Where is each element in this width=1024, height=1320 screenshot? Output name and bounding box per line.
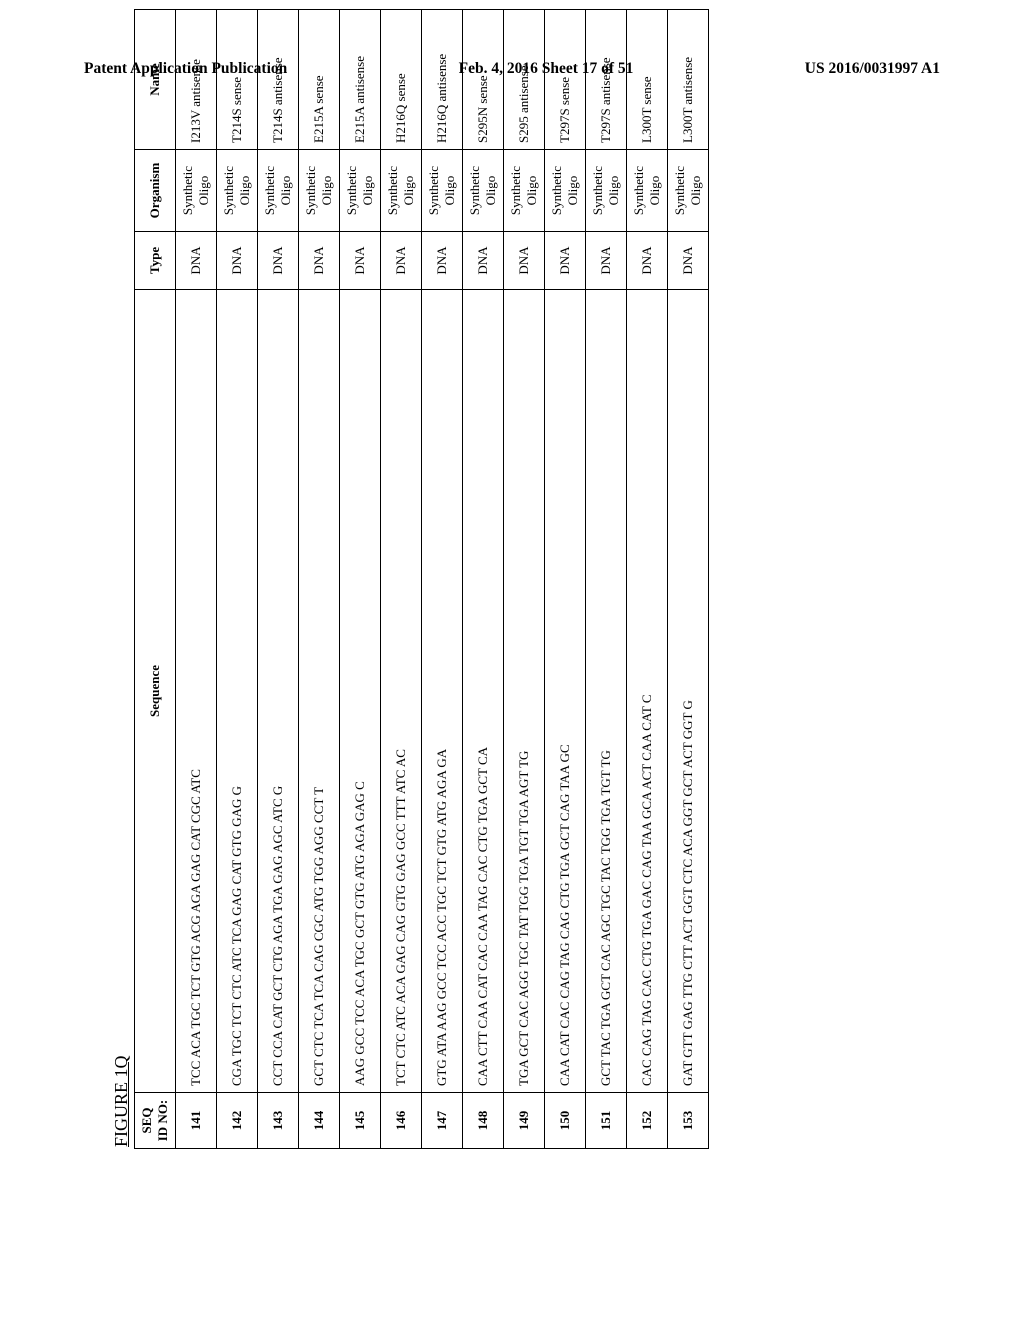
table-header-row: SEQ ID NO: Sequence Type Organism Name	[135, 10, 176, 1149]
col-sequence: Sequence	[135, 290, 176, 1093]
cell-type: DNA	[668, 232, 709, 290]
cell-id: 153	[668, 1093, 709, 1149]
cell-sequence: TCC ACA TGC TCT GTG ACG AGA GAG CAT CGC …	[176, 290, 217, 1093]
cell-id: 148	[463, 1093, 504, 1149]
cell-organism: Synthetic Oligo	[422, 150, 463, 232]
cell-id: 141	[176, 1093, 217, 1149]
cell-name: L300T antisense	[668, 10, 709, 150]
cell-id: 151	[586, 1093, 627, 1149]
figure-label: FIGURE 1Q	[111, 9, 132, 1149]
cell-name: T214S antisense	[258, 10, 299, 150]
table-row: 151GCT TAC TGA GCT CAC AGC TGC TAC TGG T…	[586, 10, 627, 1149]
cell-name: T297S antisense	[586, 10, 627, 150]
cell-type: DNA	[299, 232, 340, 290]
header-right: US 2016/0031997 A1	[805, 60, 940, 78]
cell-id: 145	[340, 1093, 381, 1149]
cell-organism: Synthetic Oligo	[299, 150, 340, 232]
cell-name: T297S sense	[545, 10, 586, 150]
cell-sequence: TGA GCT CAC AGG TGC TAT TGG TGA TGT TGA …	[504, 290, 545, 1093]
cell-name: I213V antisense	[176, 10, 217, 150]
table-row: 145AAG GCC TCC ACA TGC GCT GTG ATG AGA G…	[340, 10, 381, 1149]
cell-type: DNA	[340, 232, 381, 290]
cell-organism: Synthetic Oligo	[381, 150, 422, 232]
cell-type: DNA	[258, 232, 299, 290]
table-row: 150CAA CAT CAC CAG TAG CAG CTG TGA GCT C…	[545, 10, 586, 1149]
table-row: 142CGA TGC TCT CTC ATC TCA GAG CAT GTG G…	[217, 10, 258, 1149]
cell-organism: Synthetic Oligo	[627, 150, 668, 232]
cell-organism: Synthetic Oligo	[258, 150, 299, 232]
cell-name: T214S sense	[217, 10, 258, 150]
cell-name: L300T sense	[627, 10, 668, 150]
cell-type: DNA	[586, 232, 627, 290]
cell-type: DNA	[504, 232, 545, 290]
cell-id: 146	[381, 1093, 422, 1149]
sequence-table: SEQ ID NO: Sequence Type Organism Name 1…	[134, 9, 709, 1149]
cell-organism: Synthetic Oligo	[668, 150, 709, 232]
cell-name: S295N sense	[463, 10, 504, 150]
cell-organism: Synthetic Oligo	[504, 150, 545, 232]
col-name: Name	[135, 10, 176, 150]
cell-id: 144	[299, 1093, 340, 1149]
cell-organism: Synthetic Oligo	[545, 150, 586, 232]
cell-type: DNA	[545, 232, 586, 290]
figure-rotated-container: FIGURE 1Q SEQ ID NO: Sequence Type Organ…	[111, 9, 709, 1149]
table-row: 148CAA CTT CAA CAT CAC CAA TAG CAC CTG T…	[463, 10, 504, 1149]
cell-sequence: CGA TGC TCT CTC ATC TCA GAG CAT GTG GAG …	[217, 290, 258, 1093]
cell-name: S295 antisense	[504, 10, 545, 150]
table-row: 146TCT CTC ATC ACA GAG CAG GTG GAG GCC T…	[381, 10, 422, 1149]
cell-sequence: AAG GCC TCC ACA TGC GCT GTG ATG AGA GAG …	[340, 290, 381, 1093]
cell-name: H216Q sense	[381, 10, 422, 150]
cell-organism: Synthetic Oligo	[217, 150, 258, 232]
table-row: 152CAC CAG TAG CAC CTG TGA GAC CAG TAA G…	[627, 10, 668, 1149]
cell-sequence: GTG ATA AAG GCC TCC ACC TGC TCT GTG ATG …	[422, 290, 463, 1093]
cell-organism: Synthetic Oligo	[586, 150, 627, 232]
cell-sequence: GAT GTT GAG TTG CTT ACT GGT CTC ACA GGT …	[668, 290, 709, 1093]
table-row: 144GCT CTC TCA TCA CAG CGC ATG TGG AGG C…	[299, 10, 340, 1149]
table-row: 143CCT CCA CAT GCT CTG AGA TGA GAG AGC A…	[258, 10, 299, 1149]
table-row: 153GAT GTT GAG TTG CTT ACT GGT CTC ACA G…	[668, 10, 709, 1149]
cell-type: DNA	[176, 232, 217, 290]
cell-sequence: GCT CTC TCA TCA CAG CGC ATG TGG AGG CCT …	[299, 290, 340, 1093]
col-seq-id: SEQ ID NO:	[135, 1093, 176, 1149]
cell-name: E215A antisense	[340, 10, 381, 150]
cell-organism: Synthetic Oligo	[463, 150, 504, 232]
cell-id: 143	[258, 1093, 299, 1149]
cell-organism: Synthetic Oligo	[340, 150, 381, 232]
cell-sequence: CCT CCA CAT GCT CTG AGA TGA GAG AGC ATC …	[258, 290, 299, 1093]
table-row: 147GTG ATA AAG GCC TCC ACC TGC TCT GTG A…	[422, 10, 463, 1149]
table-row: 141TCC ACA TGC TCT GTG ACG AGA GAG CAT C…	[176, 10, 217, 1149]
col-type: Type	[135, 232, 176, 290]
cell-sequence: CAC CAG TAG CAC CTG TGA GAC CAG TAA GCA …	[627, 290, 668, 1093]
page: Patent Application Publication Feb. 4, 2…	[0, 0, 1024, 1320]
cell-name: H216Q antisense	[422, 10, 463, 150]
cell-id: 149	[504, 1093, 545, 1149]
cell-id: 150	[545, 1093, 586, 1149]
cell-sequence: CAA CTT CAA CAT CAC CAA TAG CAC CTG TGA …	[463, 290, 504, 1093]
cell-organism: Synthetic Oligo	[176, 150, 217, 232]
cell-type: DNA	[463, 232, 504, 290]
cell-sequence: CAA CAT CAC CAG TAG CAG CTG TGA GCT CAG …	[545, 290, 586, 1093]
cell-type: DNA	[627, 232, 668, 290]
cell-id: 142	[217, 1093, 258, 1149]
table-body: 141TCC ACA TGC TCT GTG ACG AGA GAG CAT C…	[176, 10, 709, 1149]
cell-type: DNA	[381, 232, 422, 290]
table-row: 149TGA GCT CAC AGG TGC TAT TGG TGA TGT T…	[504, 10, 545, 1149]
col-organism: Organism	[135, 150, 176, 232]
cell-name: E215A sense	[299, 10, 340, 150]
cell-type: DNA	[422, 232, 463, 290]
cell-type: DNA	[217, 232, 258, 290]
cell-sequence: GCT TAC TGA GCT CAC AGC TGC TAC TGG TGA …	[586, 290, 627, 1093]
cell-id: 147	[422, 1093, 463, 1149]
cell-id: 152	[627, 1093, 668, 1149]
cell-sequence: TCT CTC ATC ACA GAG CAG GTG GAG GCC TTT …	[381, 290, 422, 1093]
